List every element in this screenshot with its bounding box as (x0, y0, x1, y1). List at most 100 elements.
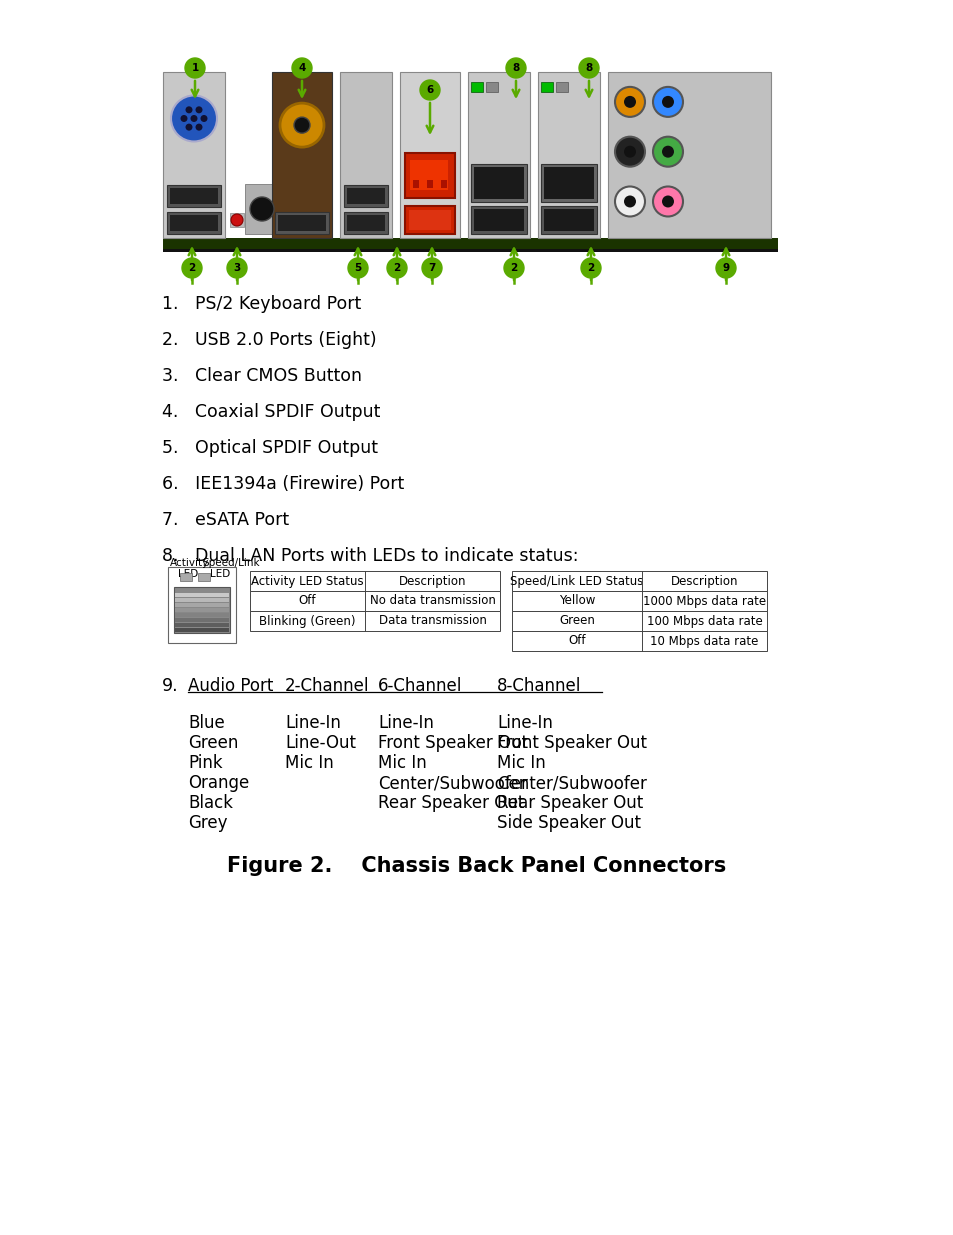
Circle shape (171, 95, 216, 142)
Text: Rear Speaker Out: Rear Speaker Out (497, 794, 642, 811)
Circle shape (421, 258, 441, 278)
Text: 1: 1 (192, 63, 198, 73)
Bar (440, 180, 447, 188)
Circle shape (419, 80, 439, 100)
Text: 10 Mbps data rate: 10 Mbps data rate (650, 635, 758, 647)
Bar (245, 184, 280, 233)
Text: 5.   Optical SPDIF Output: 5. Optical SPDIF Output (162, 438, 377, 457)
Text: Side Speaker Out: Side Speaker Out (497, 814, 640, 832)
Bar (174, 603, 229, 606)
Bar (413, 180, 418, 188)
Bar (347, 215, 385, 231)
Bar (230, 212, 244, 227)
Text: Front Speaker Out: Front Speaker Out (377, 734, 527, 752)
Text: Black: Black (188, 794, 233, 811)
Text: Orange: Orange (188, 774, 249, 792)
Text: Speed/Link LED Status: Speed/Link LED Status (510, 574, 643, 588)
Text: 2: 2 (510, 263, 517, 273)
Circle shape (292, 58, 312, 78)
Text: Rear Speaker Out: Rear Speaker Out (377, 794, 524, 811)
Bar (405, 153, 455, 198)
Bar (471, 164, 526, 203)
Bar (339, 72, 392, 238)
Bar (399, 72, 459, 238)
Text: Line-In: Line-In (285, 714, 340, 732)
Bar (347, 188, 385, 204)
Text: Figure 2.    Chassis Back Panel Connectors: Figure 2. Chassis Back Panel Connectors (227, 856, 726, 876)
Text: 1000 Mbps data rate: 1000 Mbps data rate (642, 594, 765, 608)
Bar (512, 571, 766, 592)
Bar (168, 567, 235, 643)
Circle shape (652, 186, 682, 216)
Text: 2.   USB 2.0 Ports (Eight): 2. USB 2.0 Ports (Eight) (162, 331, 376, 350)
Bar (167, 212, 221, 233)
Text: 7.   eSATA Port: 7. eSATA Port (162, 511, 289, 529)
Bar (163, 249, 778, 252)
Bar (474, 167, 523, 199)
Bar (485, 82, 497, 91)
Text: 5: 5 (354, 263, 361, 273)
Bar (405, 206, 455, 233)
Bar (540, 82, 553, 91)
Text: Green: Green (188, 734, 238, 752)
Circle shape (185, 106, 193, 114)
Circle shape (623, 195, 636, 207)
Bar (471, 206, 526, 233)
Bar (174, 622, 229, 627)
Text: 2: 2 (587, 263, 594, 273)
Bar (540, 206, 597, 233)
Bar (174, 629, 229, 632)
Bar (174, 593, 229, 597)
Text: Description: Description (398, 574, 466, 588)
Text: 9: 9 (721, 263, 729, 273)
Bar (512, 611, 766, 631)
Circle shape (503, 258, 523, 278)
Bar (607, 72, 770, 238)
Circle shape (652, 86, 682, 117)
Text: 4.   Coaxial SPDIF Output: 4. Coaxial SPDIF Output (162, 403, 380, 421)
Bar (180, 573, 192, 580)
Bar (543, 209, 594, 231)
Bar (163, 72, 225, 238)
Text: 100 Mbps data rate: 100 Mbps data rate (646, 615, 761, 627)
Bar (543, 167, 594, 199)
Text: No data transmission: No data transmission (369, 594, 495, 608)
Circle shape (661, 195, 673, 207)
Circle shape (623, 96, 636, 107)
Text: 7: 7 (428, 263, 436, 273)
Text: Front Speaker Out: Front Speaker Out (497, 734, 646, 752)
Bar (163, 58, 778, 249)
Text: 6.   IEE1394a (Firewire) Port: 6. IEE1394a (Firewire) Port (162, 475, 404, 493)
Text: Off: Off (298, 594, 315, 608)
Circle shape (195, 124, 202, 131)
Text: Mic In: Mic In (497, 755, 545, 772)
Text: 1.   PS/2 Keyboard Port: 1. PS/2 Keyboard Port (162, 295, 361, 312)
Bar (170, 215, 218, 231)
Bar (170, 188, 218, 204)
Bar (512, 631, 766, 651)
Bar (277, 215, 326, 231)
Text: Line-In: Line-In (497, 714, 553, 732)
Text: 8: 8 (585, 63, 592, 73)
Text: 8: 8 (512, 63, 519, 73)
Bar (427, 180, 433, 188)
Text: 2: 2 (188, 263, 195, 273)
Circle shape (185, 124, 193, 131)
Text: LED: LED (210, 569, 230, 579)
Text: Blinking (Green): Blinking (Green) (259, 615, 355, 627)
Text: Activity LED Status: Activity LED Status (251, 574, 363, 588)
Bar (474, 209, 523, 231)
Bar (537, 72, 599, 238)
Bar (344, 212, 388, 233)
Text: 4: 4 (298, 63, 305, 73)
Bar (512, 592, 766, 611)
Bar (174, 608, 229, 613)
Circle shape (716, 258, 735, 278)
Text: 8-Channel: 8-Channel (497, 677, 580, 695)
Text: Blue: Blue (188, 714, 225, 732)
Bar (274, 212, 329, 233)
Bar (167, 185, 221, 207)
Text: Mic In: Mic In (285, 755, 334, 772)
Text: Line-Out: Line-Out (285, 734, 355, 752)
Circle shape (615, 137, 644, 167)
